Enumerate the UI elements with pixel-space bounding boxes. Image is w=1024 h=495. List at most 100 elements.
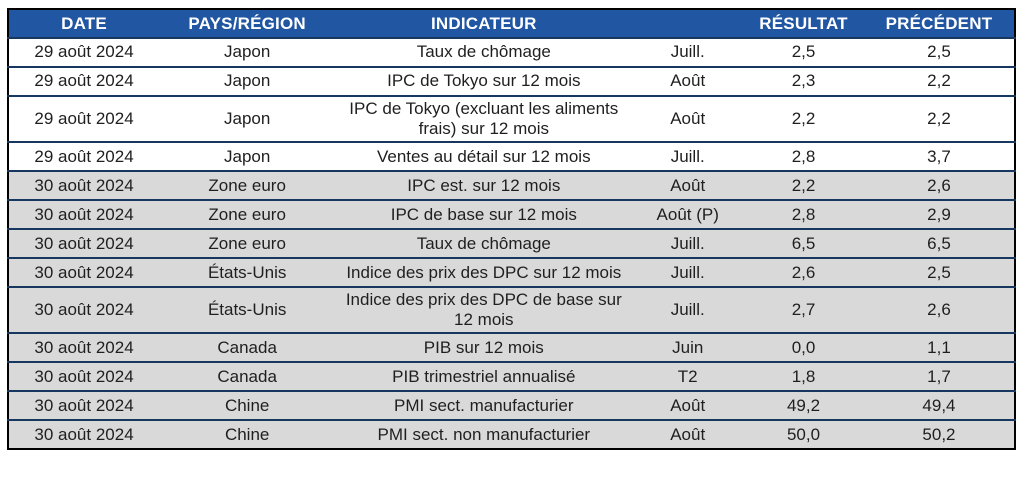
cell-period: Juill. xyxy=(670,300,705,320)
cell-region: Japon xyxy=(223,146,271,166)
economic-calendar-table: DATE PAYS/RÉGION INDICATEUR RÉSULTAT PRÉ… xyxy=(7,8,1016,451)
cell-result: 2,2 xyxy=(791,175,816,195)
cell-region: Chine xyxy=(224,395,270,415)
table-header: DATE PAYS/RÉGION INDICATEUR RÉSULTAT PRÉ… xyxy=(8,9,1015,38)
cell-period: Août xyxy=(670,424,706,444)
cell-indicator: Taux de chômage xyxy=(416,42,551,62)
cell-previous: 2,6 xyxy=(927,175,951,195)
cell-previous: 2,2 xyxy=(927,71,951,91)
cell-date: 30 août 2024 xyxy=(34,262,134,282)
cell-period: Août xyxy=(670,71,706,91)
cell-indicator: IPC de base sur 12 mois xyxy=(390,204,577,224)
cell-result: 2,5 xyxy=(791,42,816,62)
cell-date: 29 août 2024 xyxy=(34,146,134,166)
cell-date: 30 août 2024 xyxy=(34,395,134,415)
cell-region: Canada xyxy=(217,366,277,386)
table-row: 30 août 2024 Zone euro Taux de chômage Juil… xyxy=(8,229,1015,259)
cell-period: Juill. xyxy=(670,233,705,253)
cell-date: 29 août 2024 xyxy=(34,109,134,129)
cell-result: 2,6 xyxy=(791,262,816,282)
cell-indicator: IPC est. sur 12 mois xyxy=(407,175,561,195)
table-body: 29 août 2024 Japon Taux de chômage Juill. 2,… xyxy=(8,38,1015,450)
cell-previous: 6,5 xyxy=(927,233,951,253)
cell-period: Août (P) xyxy=(656,204,719,224)
cell-region: Zone euro xyxy=(208,233,286,253)
cell-previous: 2,5 xyxy=(927,262,951,282)
cell-region: Japon xyxy=(223,71,271,91)
cell-date: 29 août 2024 xyxy=(34,42,134,62)
table-row: 29 août 2024 Japon IPC de Tokyo (excluant … xyxy=(8,96,1015,143)
cell-previous: 1,7 xyxy=(927,366,951,386)
cell-period: Août xyxy=(670,109,706,129)
cell-previous: 50,2 xyxy=(922,424,956,444)
cell-date: 30 août 2024 xyxy=(34,175,134,195)
cell-previous: 2,6 xyxy=(927,300,951,320)
cell-date: 30 août 2024 xyxy=(34,300,134,320)
cell-date: 30 août 2024 xyxy=(34,233,134,253)
cell-result: 0,0 xyxy=(791,337,816,357)
cell-indicator: PIB sur 12 mois xyxy=(423,337,544,357)
table-row: 29 août 2024 Japon Taux de chômage Juill. 2,… xyxy=(8,38,1015,67)
cell-period: Août xyxy=(670,395,706,415)
column-header-indicator: INDICATEUR xyxy=(335,9,633,38)
cell-region: Zone euro xyxy=(208,204,286,224)
cell-indicator: Indice des prix des DPC sur 12 mois xyxy=(346,262,622,282)
cell-period: Juin xyxy=(672,337,704,357)
cell-date: 29 août 2024 xyxy=(34,71,134,91)
cell-date: 30 août 2024 xyxy=(34,337,134,357)
cell-date: 30 août 2024 xyxy=(34,424,134,444)
cell-region: Zone euro xyxy=(208,175,286,195)
cell-period: Juill. xyxy=(670,146,705,166)
cell-region: Japon xyxy=(223,42,271,62)
table-row: 30 août 2024 Chine PMI sect. non manufactu… xyxy=(8,420,1015,450)
cell-indicator: IPC de Tokyo sur 12 mois xyxy=(387,71,581,91)
cell-previous: 2,5 xyxy=(927,42,951,62)
cell-result: 2,7 xyxy=(791,300,816,320)
cell-result: 6,5 xyxy=(791,233,816,253)
column-header-region: PAYS/RÉGION xyxy=(159,9,336,38)
cell-result: 2,2 xyxy=(791,109,816,129)
cell-date: 30 août 2024 xyxy=(34,204,134,224)
cell-indicator: PIB trimestriel annualisé xyxy=(392,366,576,386)
cell-indicator: PMI sect. manufacturier xyxy=(394,395,574,415)
table-row: 30 août 2024 Canada PIB sur 12 mois Juin 0,0… xyxy=(8,333,1015,363)
cell-period: Juill. xyxy=(670,42,705,62)
cell-previous: 49,4 xyxy=(922,395,956,415)
cell-previous: 2,9 xyxy=(927,204,951,224)
economic-calendar: DATE PAYS/RÉGION INDICATEUR RÉSULTAT PRÉ… xyxy=(7,8,1016,451)
cell-period: T2 xyxy=(677,366,698,386)
column-header-result: RÉSULTAT xyxy=(743,9,864,38)
cell-previous: 3,7 xyxy=(927,146,951,166)
cell-result: 2,8 xyxy=(791,204,816,224)
table-row: 29 août 2024 Japon Ventes au détail sur 12… xyxy=(8,142,1015,172)
cell-result: 2,3 xyxy=(791,71,816,91)
header-row: DATE PAYS/RÉGION INDICATEUR RÉSULTAT PRÉ… xyxy=(8,9,1015,38)
cell-result: 50,0 xyxy=(786,424,821,444)
cell-indicator: Taux de chômage xyxy=(416,233,551,253)
column-header-period xyxy=(632,9,744,38)
column-header-date: DATE xyxy=(8,9,160,38)
table-row: 30 août 2024 États-Unis Indice des prix de… xyxy=(8,287,1015,334)
table-row: 30 août 2024 Canada PIB trimestriel annual… xyxy=(8,362,1015,392)
cell-result: 1,8 xyxy=(791,366,816,386)
cell-indicator: Indice des prix des DPC de base sur 12 m… xyxy=(345,290,622,330)
cell-indicator: Ventes au détail sur 12 mois xyxy=(377,146,591,166)
cell-region: États-Unis xyxy=(207,300,287,320)
column-header-previous: PRÉCÉDENT xyxy=(863,9,1015,38)
cell-previous: 1,1 xyxy=(927,337,951,357)
table-row: 30 août 2024 Chine PMI sect. manufacturier… xyxy=(8,391,1015,421)
table-row: 30 août 2024 Zone euro IPC est. sur 12 moi… xyxy=(8,171,1015,201)
cell-indicator: IPC de Tokyo (excluant les aliments frai… xyxy=(349,99,619,139)
cell-date: 30 août 2024 xyxy=(34,366,134,386)
cell-indicator: PMI sect. non manufacturier xyxy=(377,424,591,444)
cell-result: 2,8 xyxy=(791,146,816,166)
cell-region: États-Unis xyxy=(207,262,287,282)
cell-region: Chine xyxy=(224,424,270,444)
cell-previous: 2,2 xyxy=(927,109,951,129)
cell-region: Japon xyxy=(223,109,271,129)
cell-period: Juill. xyxy=(670,262,705,282)
table-row: 30 août 2024 États-Unis Indice des prix de… xyxy=(8,258,1015,288)
cell-region: Canada xyxy=(217,337,277,357)
cell-result: 49,2 xyxy=(786,395,821,415)
cell-period: Août xyxy=(670,175,706,195)
